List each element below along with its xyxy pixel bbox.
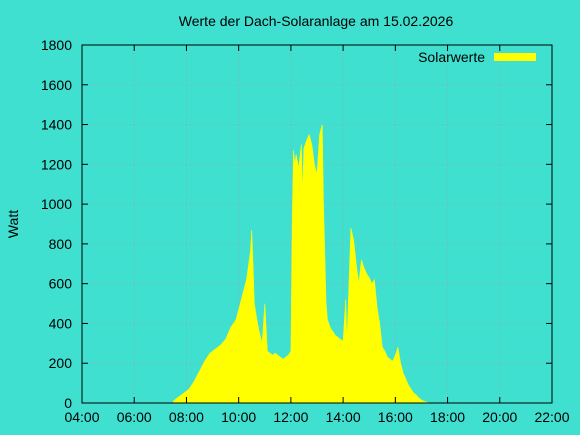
axis-ticks: 0 200 400 600 800 1000 1200 1400 1600 1800 04:00 06… — [41, 37, 570, 425]
x-tick-label: 10:00 — [221, 409, 256, 425]
y-tick-label: 1000 — [41, 196, 72, 212]
legend: Solarwerte — [418, 49, 536, 65]
y-tick-label: 1200 — [41, 156, 72, 172]
x-tick-label: 04:00 — [64, 409, 99, 425]
x-tick-label: 14:00 — [326, 409, 361, 425]
y-tick-label: 1400 — [41, 117, 72, 133]
y-tick-label: 1600 — [41, 77, 72, 93]
y-tick-label: 0 — [64, 395, 72, 411]
x-tick-label: 12:00 — [273, 409, 308, 425]
plot-frame — [81, 44, 553, 404]
x-tick-label: 18:00 — [430, 409, 465, 425]
legend-label: Solarwerte — [418, 49, 485, 65]
y-tick-label: 800 — [49, 236, 73, 252]
x-tick-label: 22:00 — [534, 409, 569, 425]
x-tick-label: 16:00 — [378, 409, 413, 425]
legend-swatch — [494, 53, 536, 61]
y-tick-label: 200 — [49, 355, 73, 371]
x-tick-label: 06:00 — [117, 409, 152, 425]
y-tick-label: 600 — [49, 276, 73, 292]
y-tick-label: 1800 — [41, 37, 72, 53]
x-tick-label: 08:00 — [169, 409, 204, 425]
chart-title: Werte der Dach-Solaranlage am 15.02.2026 — [179, 13, 454, 29]
x-tick-label: 20:00 — [482, 409, 517, 425]
y-axis-label: Watt — [5, 210, 21, 238]
y-tick-label: 400 — [49, 315, 73, 331]
solar-area — [173, 124, 430, 404]
